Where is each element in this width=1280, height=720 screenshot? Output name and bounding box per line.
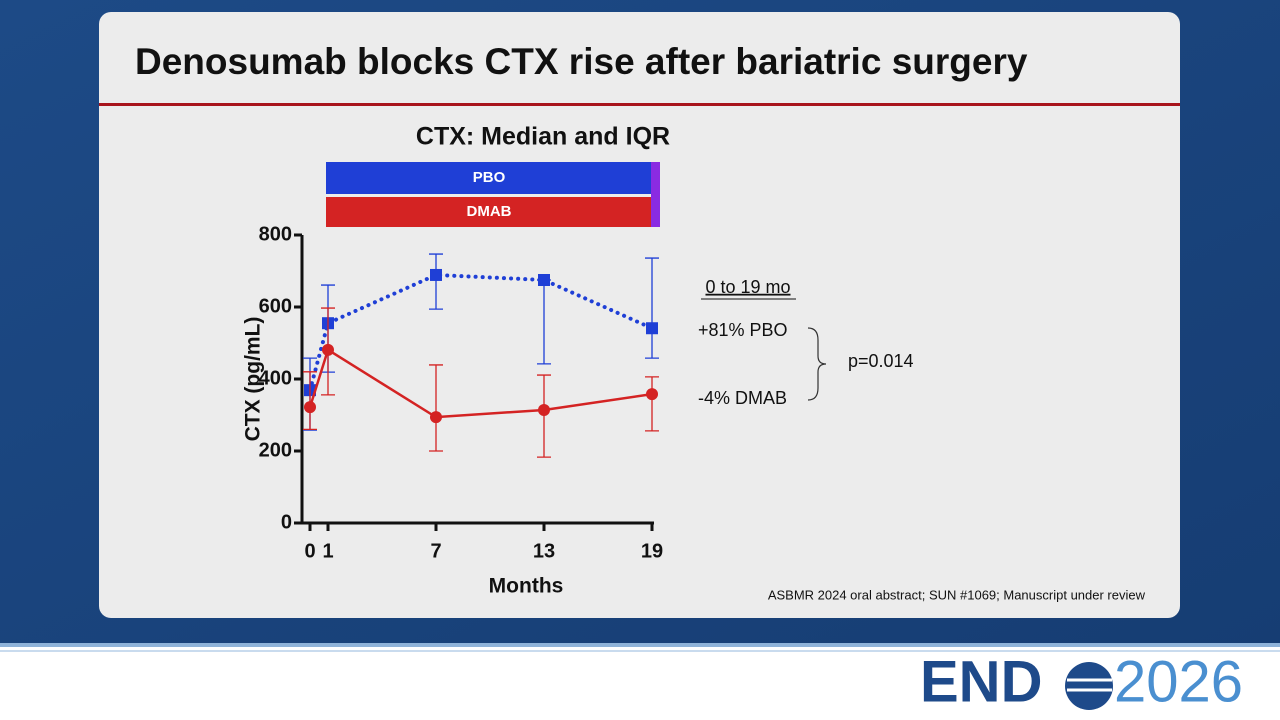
annotation: p=0.014 [848,351,914,371]
chart-title: CTX: Median and IQR [416,123,670,151]
marker [322,343,334,356]
error-bar [645,257,659,359]
x-axis-label: Months [489,575,564,598]
title-rule [99,103,1180,106]
y-tick-label: 200 [259,439,292,461]
legend-end [651,162,660,227]
series-line [308,272,654,393]
marker [304,401,316,414]
x-tick-label: 13 [533,540,555,562]
footer-rule [0,643,1280,647]
brace [807,327,827,401]
annotation: -4% DMAB [698,388,787,408]
legend-bar [326,162,652,194]
y-axis-label: CTX (pg/mL) [242,317,265,442]
y-tick-label: 0 [281,511,292,533]
annotation: 0 to 19 mo [705,277,790,297]
logo-text: END [920,649,1042,714]
y-tick-label: 600 [259,295,292,317]
annotation: +81% PBO [698,320,788,340]
error-bar [645,376,659,432]
marker [430,411,442,424]
error-bar [537,374,551,458]
footer-rule [0,650,1280,652]
marker [646,388,658,401]
y-tick-label: 800 [259,223,292,245]
legend-label: DMAB [467,203,512,220]
marker [538,403,550,416]
x-tick-label: 19 [641,540,663,562]
slide-title: Denosumab blocks CTX rise after bariatri… [135,41,1028,82]
x-tick-label: 7 [430,540,441,562]
logo-globe [1065,662,1113,710]
legend-label: PBO [473,169,506,186]
footnote: ASBMR 2024 oral abstract; SUN #1069; Man… [768,587,1146,602]
marker [538,274,550,286]
error-bar [429,253,443,310]
x-tick-label: 0 [304,540,315,562]
logo-text: 2026 [1114,649,1243,714]
error-bar [429,364,443,452]
error-bar [303,371,317,431]
y-tick-label: 400 [259,367,292,389]
marker [430,268,442,281]
legend-bar [326,197,652,227]
marker [646,322,658,335]
logo-globe-lines [1067,678,1112,692]
x-tick-label: 1 [322,540,333,562]
